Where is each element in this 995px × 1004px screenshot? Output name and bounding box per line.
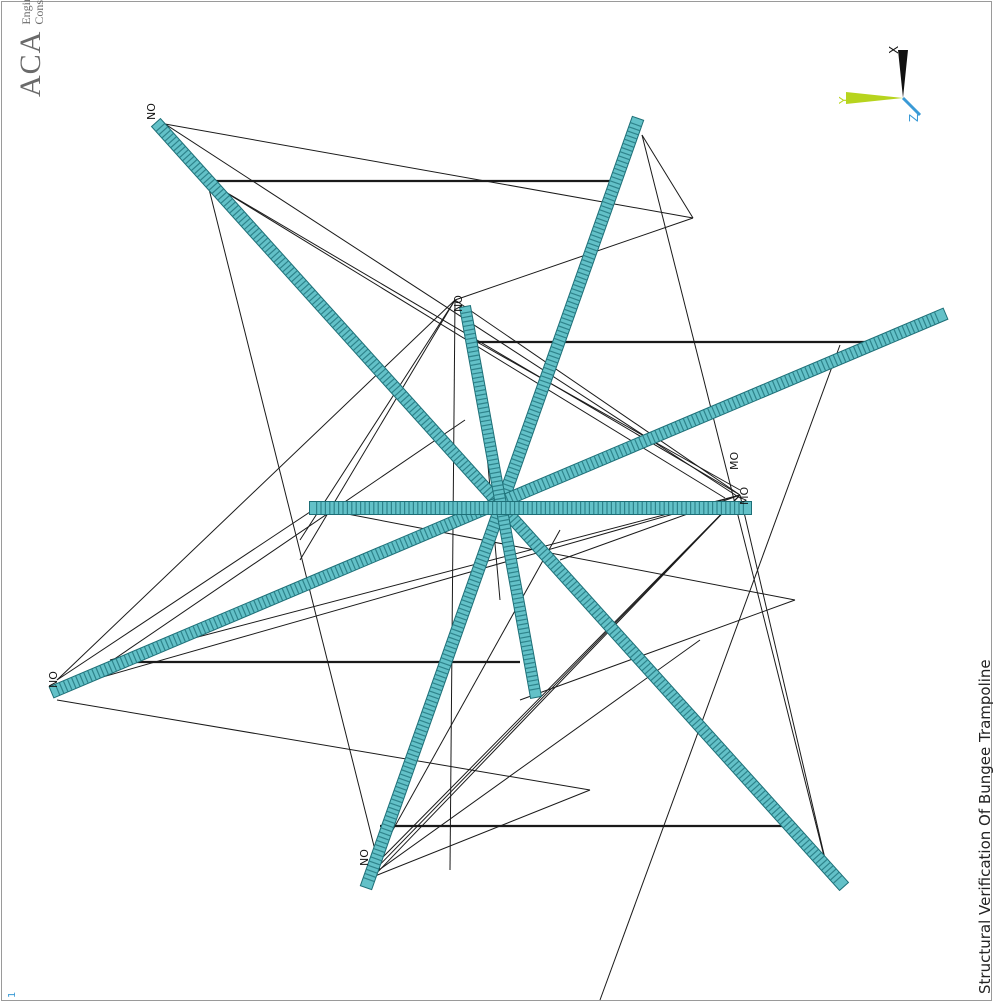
cable-line — [364, 529, 561, 881]
cable-line — [56, 699, 591, 791]
cable-line — [379, 494, 741, 861]
triad-z-label: Z — [907, 114, 921, 122]
cable-line — [641, 134, 694, 219]
triad-z-axis — [901, 96, 922, 117]
cable-line — [364, 494, 741, 881]
node-label: MO — [738, 487, 751, 505]
cable-line — [109, 419, 466, 663]
node-labels: NO NO NO NO MO MO — [47, 103, 751, 866]
cable-line — [369, 494, 741, 881]
cable-line — [519, 599, 796, 701]
coordinate-triad-icon: X Y Z — [837, 46, 922, 122]
cable-line — [56, 494, 741, 691]
triad-x-axis — [898, 50, 908, 98]
cable-line — [454, 299, 741, 496]
node-label: NO — [452, 295, 465, 312]
cable-line — [56, 507, 317, 681]
node-label: MO — [728, 452, 741, 470]
cable-line — [449, 299, 456, 871]
cable-line — [364, 639, 701, 881]
cable-line — [299, 299, 456, 541]
cable-line — [56, 299, 456, 681]
cable-line — [299, 299, 456, 561]
bungee-cables — [56, 123, 868, 1001]
node-label: NO — [47, 671, 60, 688]
node-label: NO — [145, 103, 158, 120]
cable-line — [364, 789, 591, 881]
cable-line — [454, 217, 694, 301]
node-label: NO — [358, 849, 371, 866]
triad-x-label: X — [887, 46, 901, 54]
cable-line — [109, 494, 741, 661]
cable-line — [315, 507, 796, 601]
trampoline-frame-beams — [48, 115, 949, 892]
triad-y-label: Y — [837, 96, 851, 105]
triad-y-axis — [846, 92, 903, 104]
cable-line — [739, 494, 831, 881]
cable-line — [206, 180, 381, 871]
cable-line — [599, 344, 841, 1001]
